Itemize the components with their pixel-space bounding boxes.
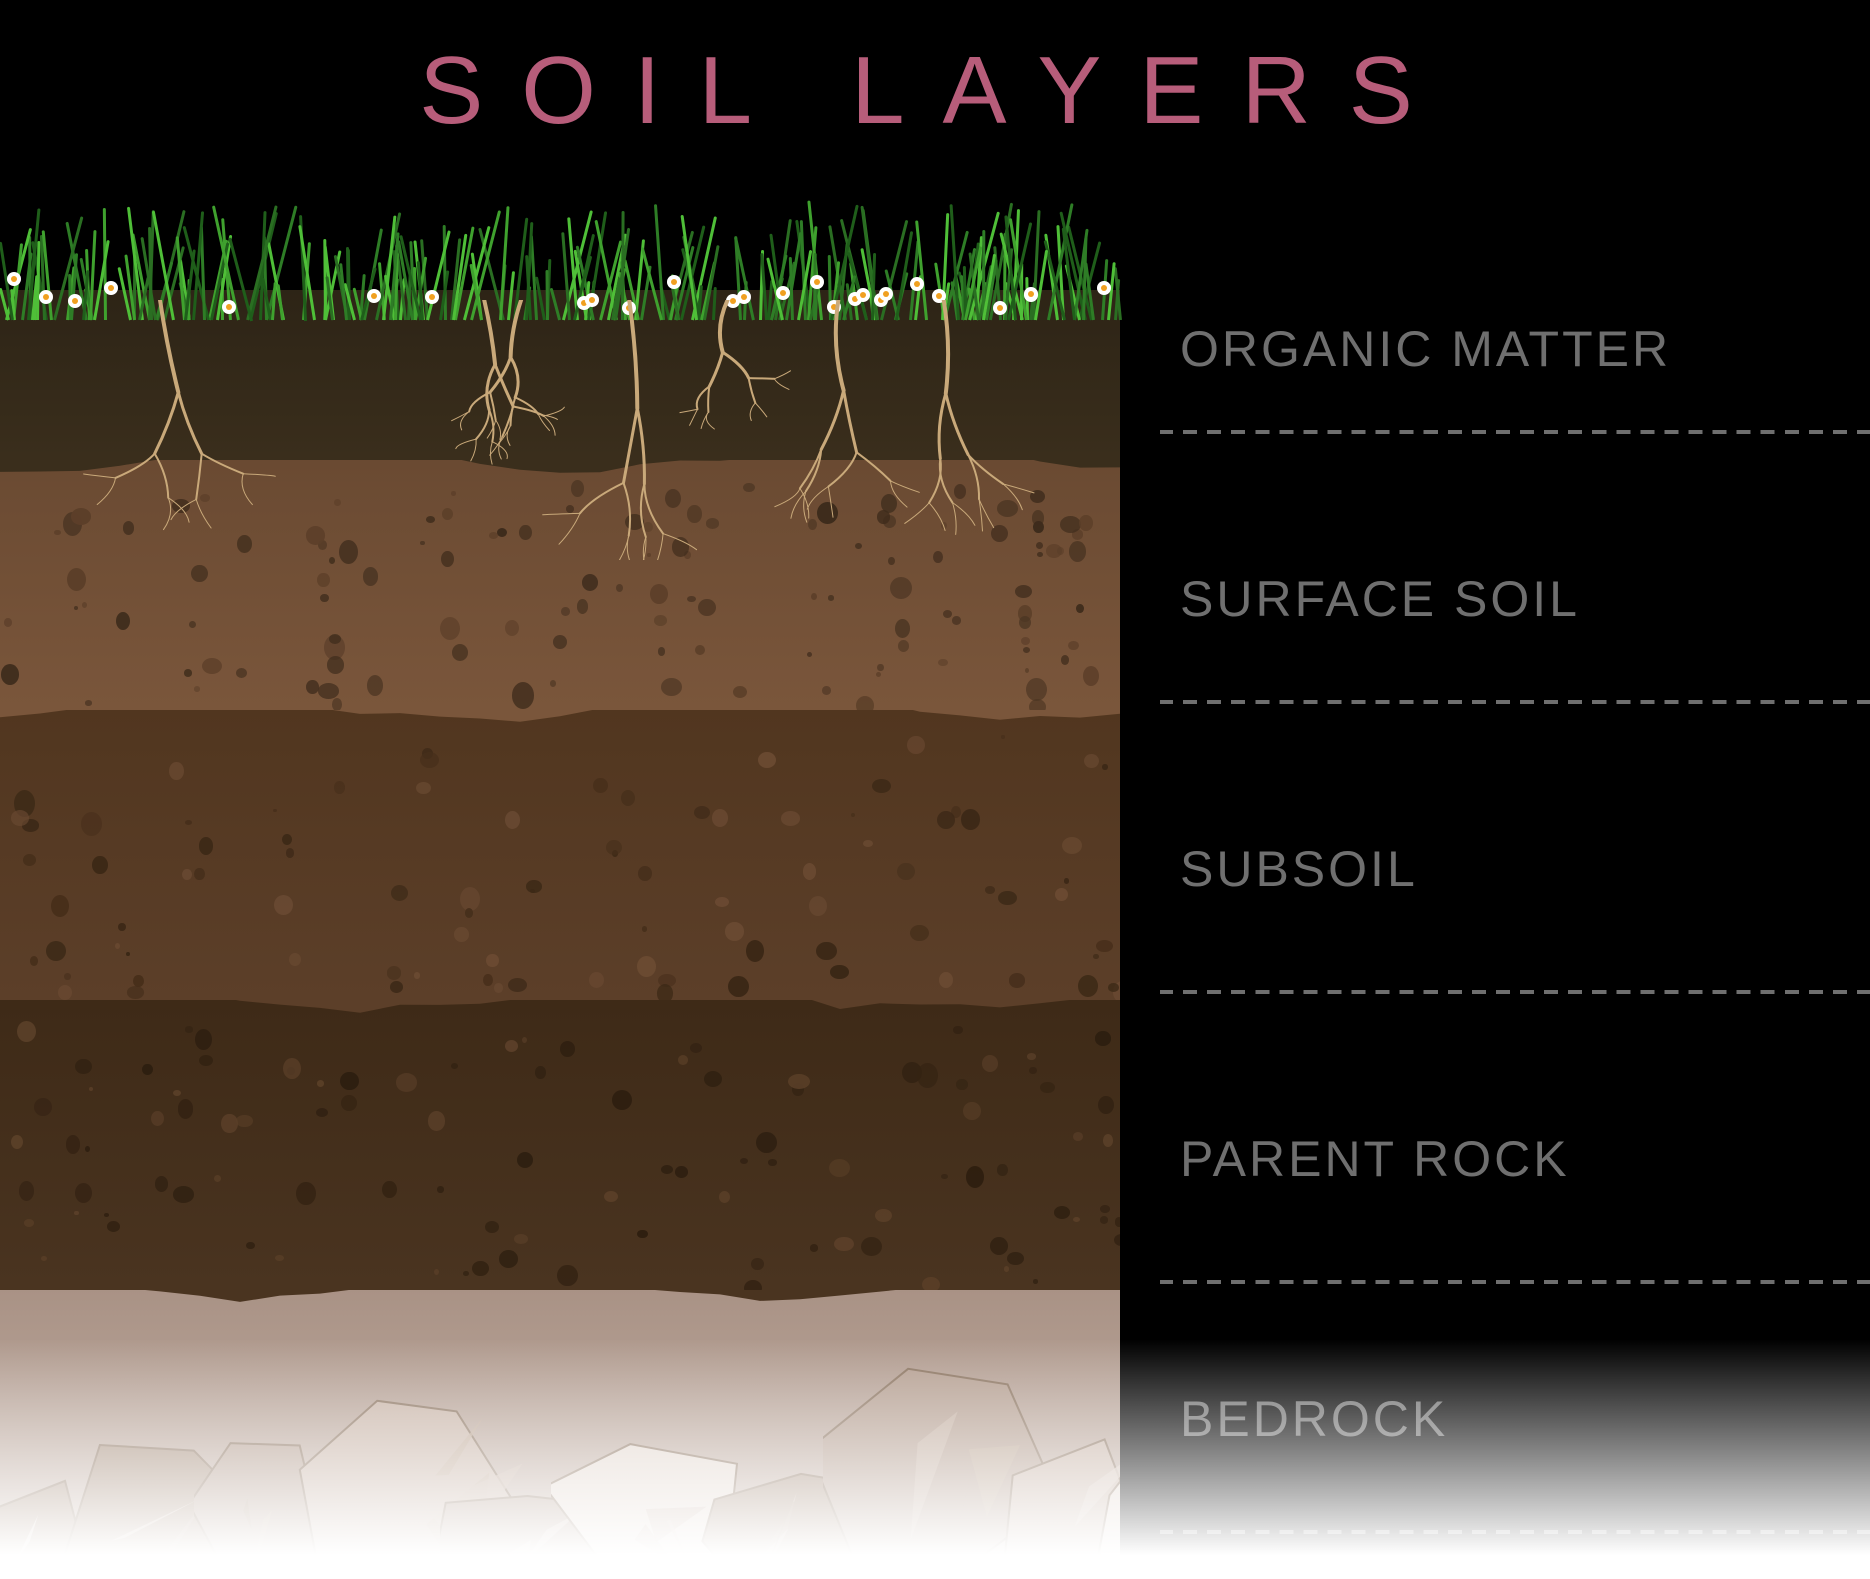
separator — [1160, 1280, 1870, 1284]
label-organic: ORGANIC MATTER — [1180, 320, 1671, 378]
label-subsoil: SUBSOIL — [1180, 840, 1418, 898]
label-surface: SURFACE SOIL — [1180, 570, 1580, 628]
page-title: SOIL LAYERS — [0, 0, 1870, 146]
label-column: ORGANIC MATTER SURFACE SOIL SUBSOIL PARE… — [1160, 200, 1870, 1579]
diagram-stage: ORGANIC MATTER SURFACE SOIL SUBSOIL PARE… — [0, 200, 1870, 1579]
soil-cross-section — [0, 200, 1120, 1579]
layer-subsoil — [0, 710, 1120, 1000]
label-bedrock: BEDROCK — [1180, 1390, 1448, 1448]
layer-parent — [0, 1000, 1120, 1290]
separator — [1160, 1530, 1870, 1534]
label-parent: PARENT ROCK — [1180, 1130, 1570, 1188]
roots — [0, 300, 1120, 560]
title-text: SOIL LAYERS — [419, 37, 1451, 144]
separator — [1160, 430, 1870, 434]
separator — [1160, 700, 1870, 704]
layer-bedrock — [0, 1290, 1120, 1579]
separator — [1160, 990, 1870, 994]
